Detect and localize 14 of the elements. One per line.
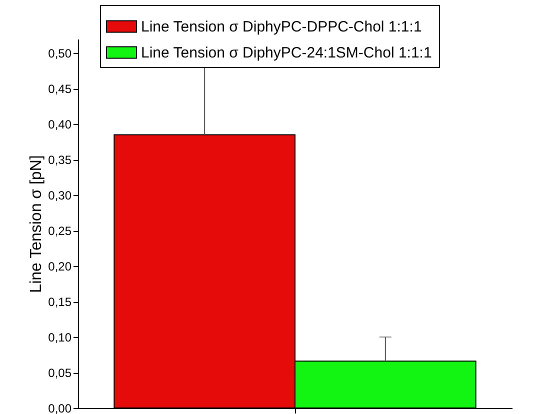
y-tick-label: 0,00 (48, 402, 72, 414)
y-tick-label: 0,40 (48, 118, 72, 132)
y-tick-label: 0,45 (48, 82, 72, 96)
y-tick-label: 0,15 (48, 295, 72, 310)
y-axis-title: Line Tension σ [pN] (28, 155, 46, 293)
y-tick-label: 0,25 (48, 224, 72, 238)
legend-label: Line Tension σ DiphyPC-DPPC-Chol 1:1:1 (141, 18, 422, 36)
y-tick-label: 0,50 (48, 46, 72, 61)
y-tick-label: 0,30 (48, 188, 72, 203)
y-tick-label: 0,35 (48, 153, 72, 168)
y-tick-label: 0,10 (48, 330, 72, 345)
legend-label: Line Tension σ DiphyPC-24:1SM-Chol 1:1:1 (141, 44, 432, 62)
y-tick-label: 0,05 (48, 366, 72, 380)
y-tick-label: 0,20 (48, 260, 72, 274)
